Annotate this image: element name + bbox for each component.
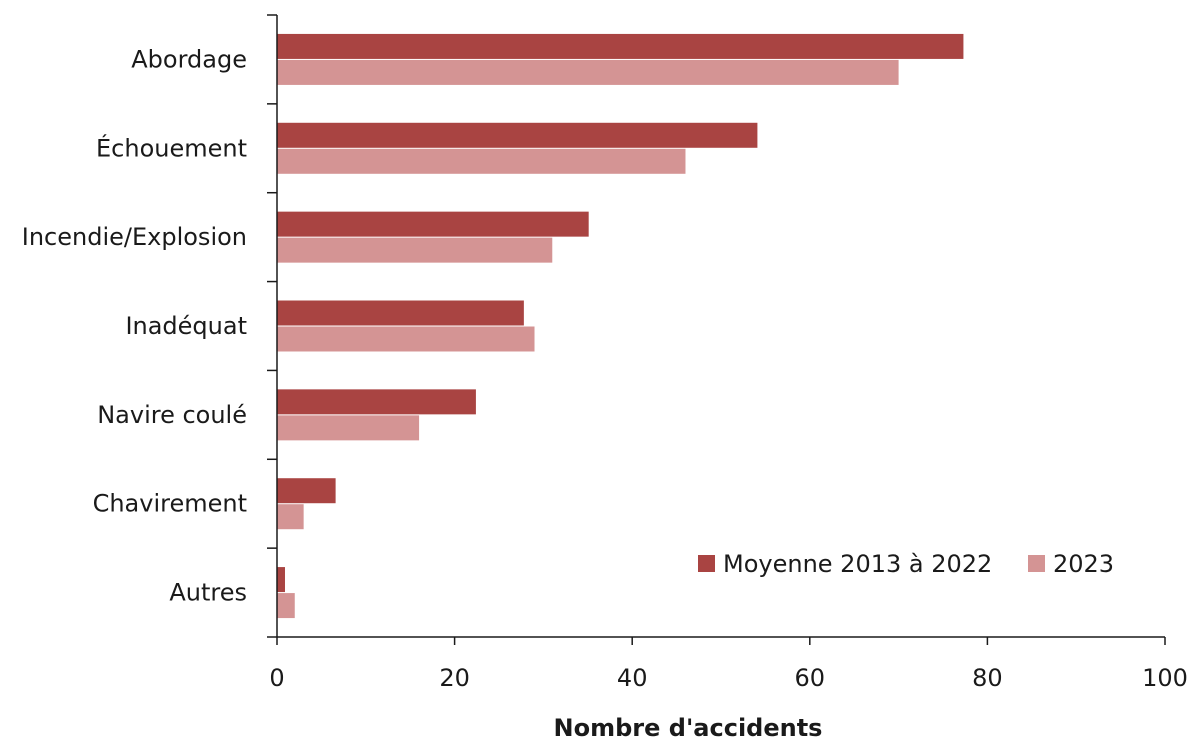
category-label: Chavirement	[93, 490, 247, 518]
bar-2023	[277, 237, 553, 263]
legend: Moyenne 2013 à 2022 2023	[698, 550, 1114, 578]
category-label: Incendie/Explosion	[22, 223, 247, 251]
category-label: Abordage	[131, 45, 247, 73]
category-label: Échouement	[96, 133, 247, 162]
legend-label: Moyenne 2013 à 2022	[723, 550, 992, 578]
bar-moyenne	[277, 478, 336, 504]
x-tick-label: 20	[439, 664, 470, 692]
category-label: Autres	[169, 579, 247, 607]
category-labels: Abordage Échouement Incendie/Explosion Inad…	[22, 45, 247, 606]
bar-moyenne	[277, 122, 758, 148]
axes	[267, 14, 1165, 638]
x-tick-label: 40	[617, 664, 648, 692]
bar-2023	[277, 59, 899, 85]
legend-swatch	[698, 555, 715, 572]
legend-item-moyenne: Moyenne 2013 à 2022	[698, 550, 992, 578]
x-tick-label: 60	[795, 664, 826, 692]
bar-moyenne	[277, 300, 524, 326]
x-tick-label: 80	[972, 664, 1003, 692]
bar-2023	[277, 504, 304, 530]
bar-2023	[277, 593, 295, 619]
x-tick-label: 100	[1142, 664, 1188, 692]
bar-moyenne	[277, 567, 285, 593]
x-ticks: 0 20 40 60 80 100	[269, 637, 1188, 692]
x-axis-title: Nombre d'accidents	[554, 714, 823, 742]
bar-2023	[277, 415, 420, 441]
category-label: Inadéquat	[125, 312, 247, 340]
bar-moyenne	[277, 211, 589, 237]
bars	[277, 33, 964, 619]
bar-2023	[277, 148, 686, 174]
category-label: Navire coulé	[97, 401, 247, 429]
x-tick-label: 0	[269, 664, 284, 692]
legend-swatch	[1028, 555, 1045, 572]
legend-item-2023: 2023	[1028, 550, 1114, 578]
legend-label: 2023	[1053, 550, 1114, 578]
bar-2023	[277, 326, 535, 352]
bar-moyenne	[277, 33, 964, 59]
bar-moyenne	[277, 389, 476, 415]
